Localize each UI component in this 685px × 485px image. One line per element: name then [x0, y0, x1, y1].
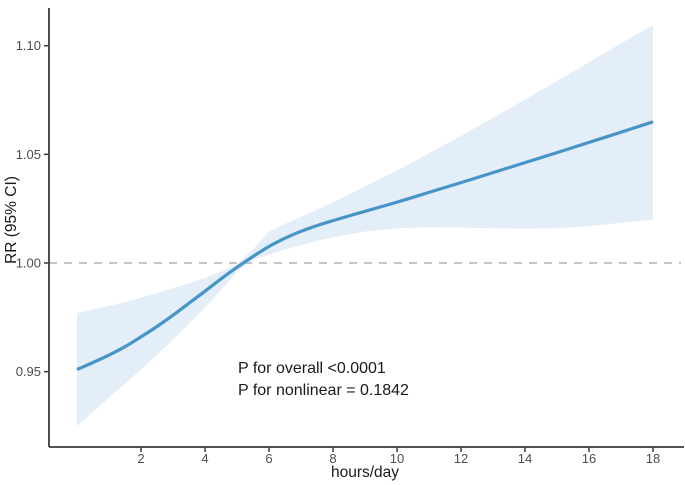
y-axis-title: RR (95% CI) [3, 176, 20, 264]
y-tick-label: 1.10 [16, 38, 41, 53]
annotation-line-1: P for overall <0.0001 [238, 360, 386, 377]
y-tick-label: 0.95 [16, 364, 41, 379]
confidence-band [77, 25, 653, 426]
x-tick-label: 10 [390, 451, 404, 466]
x-tick-label: 8 [329, 451, 336, 466]
x-tick-label: 14 [518, 451, 532, 466]
x-tick-label: 18 [646, 451, 660, 466]
x-tick-label: 16 [582, 451, 596, 466]
y-tick-label: 1.00 [16, 256, 41, 271]
x-tick-label: 4 [201, 451, 208, 466]
annotation-line-2: P for nonlinear = 0.1842 [238, 382, 409, 399]
estimate-line [76, 120, 654, 371]
x-axis-title: hours/day [331, 464, 399, 481]
x-tick-label: 2 [137, 451, 144, 466]
x-tick-label: 6 [265, 451, 272, 466]
y-tick-label: 1.05 [16, 147, 41, 162]
x-tick-label: 12 [454, 451, 468, 466]
